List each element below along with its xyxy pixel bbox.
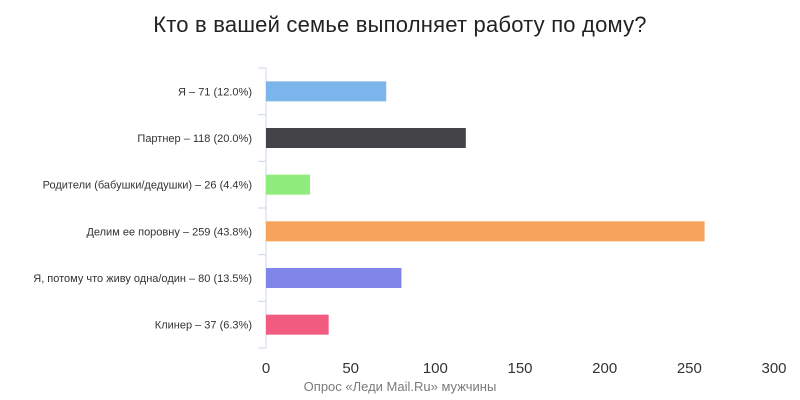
x-tick-label: 0 xyxy=(262,360,270,377)
chart-source-caption: Опрос «Леди Mail.Ru» мужчины xyxy=(303,379,497,394)
chart-axes xyxy=(258,67,267,349)
category-label: Родители (бабушки/дедушки) – 26 (4.4%) xyxy=(43,180,252,192)
category-label: Партнер – 118 (20.0%) xyxy=(137,133,252,145)
category-label: Делим ее поровну – 259 (43.8%) xyxy=(86,226,252,238)
bar xyxy=(266,174,311,195)
x-tick-labels: 0 50 100 150 200 250 300 xyxy=(262,360,787,377)
bar xyxy=(266,268,402,288)
category-labels: Я – 71 (12.0%) Партнер – 118 (20.0%) Родит… xyxy=(33,86,252,331)
chart-bars xyxy=(266,81,705,335)
category-label: Я, потому что живу одна/один – 80 (13.5%… xyxy=(33,273,252,285)
x-tick-label: 300 xyxy=(761,360,786,377)
x-tick-label: 150 xyxy=(507,360,532,377)
x-tick-label: 50 xyxy=(342,360,359,377)
bar xyxy=(266,221,705,242)
x-tick-label: 100 xyxy=(423,360,448,377)
x-tick-label: 200 xyxy=(592,360,617,377)
category-label: Клинер – 37 (6.3%) xyxy=(155,320,252,332)
category-label: Я – 71 (12.0%) xyxy=(178,86,252,98)
bar xyxy=(266,128,466,148)
bar xyxy=(266,81,387,102)
chart-title: Кто в вашей семье выполняет работу по до… xyxy=(153,12,647,37)
bar xyxy=(266,314,329,335)
x-tick-label: 250 xyxy=(677,360,702,377)
